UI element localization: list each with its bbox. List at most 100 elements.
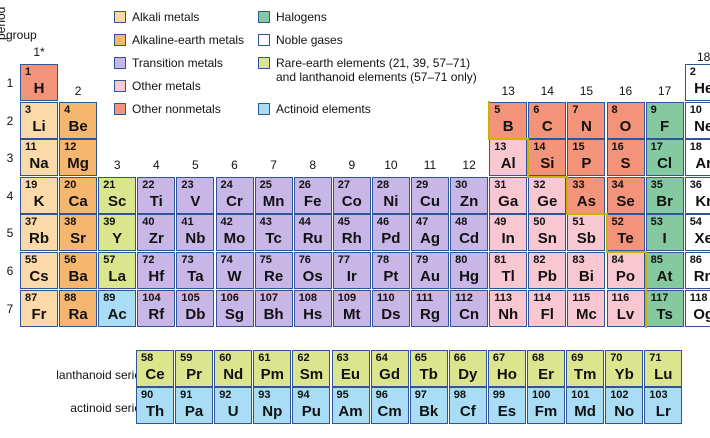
element-cell[interactable]: 99 Es — [487, 387, 526, 424]
element-cell[interactable]: 103 Lr — [644, 387, 683, 424]
element-cell[interactable]: 32 Ge — [528, 176, 567, 214]
element-cell[interactable]: 16 S — [606, 139, 645, 177]
element-cell[interactable]: 97 Bk — [409, 387, 448, 424]
element-cell[interactable]: 12 Mg — [59, 139, 98, 177]
element-cell[interactable]: 47 Ag — [411, 214, 449, 252]
element-cell[interactable]: 75 Re — [254, 252, 293, 289]
element-cell[interactable]: 15 P — [567, 139, 606, 177]
element-cell[interactable]: 51 Sb — [567, 214, 606, 252]
element-cell[interactable]: 59 Pr — [175, 350, 214, 387]
element-cell[interactable]: 55 Cs — [20, 252, 58, 289]
element-cell[interactable]: 39 Y — [98, 214, 137, 252]
element-cell[interactable]: 18Ar — [684, 139, 710, 177]
element-cell[interactable]: 2 He — [684, 64, 710, 101]
element-cell[interactable]: 101 Md — [566, 387, 605, 424]
element-cell[interactable]: 82 Pb — [528, 252, 567, 289]
element-cell[interactable]: 17 Cl — [645, 139, 684, 177]
element-cell[interactable]: 62 Sm — [292, 350, 331, 387]
element-cell[interactable]: 108 Hs — [293, 289, 332, 327]
element-cell[interactable]: 87 Fr — [20, 289, 58, 327]
element-cell[interactable]: 86 Rn — [684, 252, 710, 289]
element-cell[interactable]: 40 Zr — [137, 214, 176, 252]
element-cell[interactable]: 74 W — [215, 252, 254, 289]
element-cell[interactable]: 114 Fl — [528, 289, 567, 327]
element-cell[interactable]: 90 Th — [136, 387, 174, 424]
element-cell[interactable]: 65 Tb — [409, 350, 448, 387]
element-cell[interactable]: 14 Si — [528, 139, 567, 177]
element-cell[interactable]: 54Xe — [684, 214, 710, 252]
element-cell[interactable]: 27 Co — [332, 176, 371, 214]
element-cell[interactable]: 41 Nb — [176, 214, 215, 252]
element-cell[interactable]: 80 Hg — [450, 252, 489, 289]
element-cell[interactable]: 105 Db — [176, 289, 215, 327]
element-cell[interactable]: 56 Ba — [59, 252, 98, 289]
element-cell[interactable]: 77 Ir — [332, 252, 371, 289]
element-cell[interactable]: 76 Os — [293, 252, 332, 289]
element-cell[interactable]: 21 Sc — [98, 176, 137, 214]
element-cell[interactable]: 92 U — [214, 387, 253, 424]
element-cell[interactable]: 66 Dy — [448, 350, 487, 387]
element-cell[interactable]: 3 Li — [20, 101, 58, 139]
element-cell[interactable]: 31 Ga — [489, 176, 528, 214]
element-cell[interactable]: 10Ne — [684, 101, 710, 139]
element-cell[interactable]: 33 As — [567, 176, 606, 214]
element-cell[interactable]: 52 Te — [606, 214, 645, 252]
element-cell[interactable]: 37 Rb — [20, 214, 58, 252]
element-cell[interactable]: 91 Pa — [175, 387, 214, 424]
element-cell[interactable]: 60 Nd — [214, 350, 253, 387]
element-cell[interactable]: 20 Ca — [59, 176, 98, 214]
element-cell[interactable]: 71 Lu — [644, 350, 683, 387]
element-cell[interactable]: 38 Sr — [59, 214, 98, 252]
element-cell[interactable]: 4 Be — [59, 101, 98, 139]
element-cell[interactable]: 44 Ru — [293, 214, 332, 252]
element-cell[interactable]: 107 Bh — [254, 289, 293, 327]
element-cell[interactable]: 29 Cu — [411, 176, 449, 214]
element-cell[interactable]: 88 Ra — [59, 289, 98, 327]
element-cell[interactable]: 19 K — [20, 176, 58, 214]
element-cell[interactable]: 13 Al — [489, 139, 528, 177]
element-cell[interactable]: 111 Rg — [411, 289, 449, 327]
element-cell[interactable]: 49 In — [489, 214, 528, 252]
element-cell[interactable]: 24 Cr — [215, 176, 254, 214]
element-cell[interactable]: 53 I — [645, 214, 684, 252]
element-cell[interactable]: 30 Zn — [450, 176, 489, 214]
element-cell[interactable]: 58 Ce — [136, 350, 174, 387]
element-cell[interactable]: 63 Eu — [331, 350, 370, 387]
element-cell[interactable]: 73 Ta — [176, 252, 215, 289]
element-cell[interactable]: 106 Sg — [215, 289, 254, 327]
element-cell[interactable]: 70 Yb — [605, 350, 644, 387]
element-cell[interactable]: 25 Mn — [254, 176, 293, 214]
element-cell[interactable]: 45 Rh — [332, 214, 371, 252]
element-cell[interactable]: 89 Ac — [98, 289, 137, 327]
element-cell[interactable]: 118Og — [684, 289, 710, 327]
element-cell[interactable]: 28 Ni — [371, 176, 410, 214]
element-cell[interactable]: 34 Se — [606, 176, 645, 214]
element-cell[interactable]: 96 Cm — [370, 387, 409, 424]
element-cell[interactable]: 102 No — [605, 387, 644, 424]
element-cell[interactable]: 61 Pm — [253, 350, 292, 387]
element-cell[interactable]: 42 Mo — [215, 214, 254, 252]
element-cell[interactable]: 79 Au — [411, 252, 449, 289]
element-cell[interactable]: 112 Cn — [450, 289, 489, 327]
element-cell[interactable]: 110 Ds — [371, 289, 410, 327]
element-cell[interactable]: 69 Tm — [566, 350, 605, 387]
element-cell[interactable]: 57 La — [98, 252, 137, 289]
element-cell[interactable]: 104 Rf — [137, 289, 176, 327]
element-cell[interactable]: 48 Cd — [450, 214, 489, 252]
element-cell[interactable]: 26 Fe — [293, 176, 332, 214]
element-cell[interactable]: 23 V — [176, 176, 215, 214]
element-cell[interactable]: 67 Ho — [487, 350, 526, 387]
element-cell[interactable]: 116 Lv — [606, 289, 645, 327]
element-cell[interactable]: 43 Tc — [254, 214, 293, 252]
element-cell[interactable]: 81 Tl — [489, 252, 528, 289]
element-cell[interactable]: 78 Pt — [371, 252, 410, 289]
element-cell[interactable]: 83 Bi — [567, 252, 606, 289]
element-cell[interactable]: 84 Po — [606, 252, 645, 289]
element-cell[interactable]: 36Kr — [684, 176, 710, 214]
element-cell[interactable]: 98 Cf — [448, 387, 487, 424]
